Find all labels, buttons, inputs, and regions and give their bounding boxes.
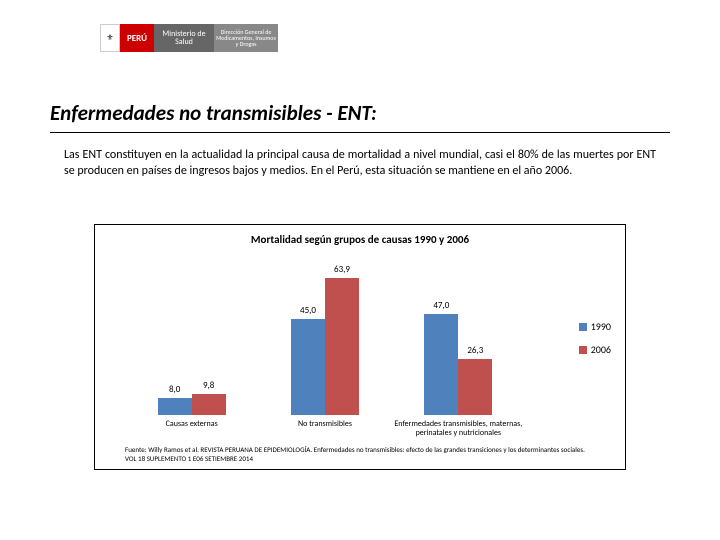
chart-legend: 1990 2006 (579, 320, 611, 366)
intro-paragraph: Las ENT constituyen en la actualidad la … (64, 148, 656, 179)
bar-value-label: 26,3 (467, 345, 483, 356)
bar: 47,0 (424, 314, 458, 415)
category-label: Enfermedades transmisibles, maternas, pe… (392, 420, 525, 438)
legend-swatch (579, 323, 587, 331)
legend-swatch (579, 346, 587, 354)
plot-area: 8,09,8Causas externas45,063,9No transmis… (125, 265, 525, 415)
legend-label: 1990 (591, 320, 611, 333)
legend-label: 2006 (591, 343, 611, 356)
bar: 9,8 (192, 394, 226, 415)
bar-value-label: 8,0 (169, 384, 180, 395)
ministry-logo: ⚜ PERÚ Ministerio de Salud Dirección Gen… (100, 24, 278, 52)
bar: 45,0 (291, 319, 325, 415)
bar: 26,3 (458, 359, 492, 415)
mortality-chart: Mortalidad según grupos de causas 1990 y… (94, 224, 626, 470)
category-label: No transmisibles (258, 420, 391, 429)
bar-value-label: 9,8 (203, 380, 214, 391)
bar: 8,0 (158, 398, 192, 415)
bar: 63,9 (325, 278, 359, 415)
logo-minsa: Ministerio de Salud (154, 24, 214, 52)
page-title: Enfermedades no transmisibles - ENT: (50, 100, 670, 133)
bar-group: 45,063,9 (291, 278, 359, 415)
category-label: Causas externas (125, 420, 258, 429)
bar-group: 47,026,3 (424, 314, 492, 415)
bar-group: 8,09,8 (158, 394, 226, 415)
legend-item: 2006 (579, 343, 611, 356)
legend-item: 1990 (579, 320, 611, 333)
chart-title: Mortalidad según grupos de causas 1990 y… (95, 233, 625, 246)
bar-value-label: 63,9 (334, 264, 350, 275)
bar-value-label: 45,0 (300, 305, 316, 316)
bar-value-label: 47,0 (433, 300, 449, 311)
escudo-icon: ⚜ (100, 24, 120, 52)
logo-dgm: Dirección General de Medicamentos, Insum… (214, 24, 278, 52)
logo-peru: PERÚ (120, 24, 154, 52)
chart-source: Fuente: Willy Ramos et al. REVISTA PERUA… (125, 446, 595, 463)
